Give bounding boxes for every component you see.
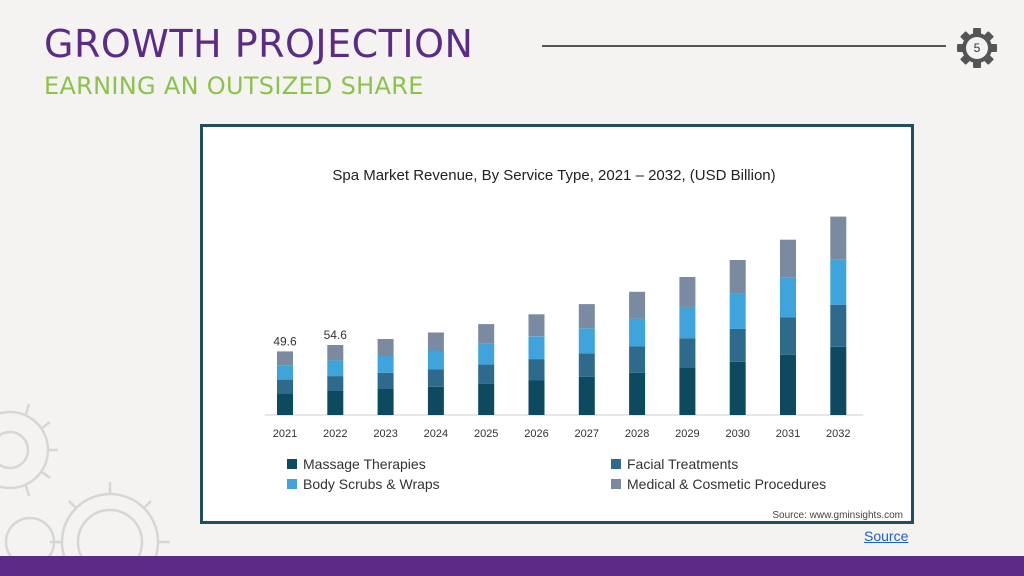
bar-2022-series-0 (327, 391, 344, 415)
bar-2025-series-1 (478, 364, 495, 384)
bar-2025-series-3 (478, 324, 495, 344)
data-label: 49.6 (273, 334, 297, 348)
bar-2026-series-3 (528, 314, 545, 337)
bar-2032-series-1 (830, 304, 847, 347)
decorative-gears-icon (0, 403, 170, 556)
bar-2023-series-2 (377, 355, 394, 373)
bar-2021-series-0 (277, 393, 293, 415)
x-tick-label: 2030 (725, 428, 749, 440)
x-tick-label: 2028 (625, 428, 649, 440)
legend-swatch (611, 459, 621, 469)
legend-label: Facial Treatments (627, 456, 738, 472)
x-tick-label: 2031 (776, 428, 800, 440)
title-divider (542, 45, 946, 47)
page-number: 5 (973, 41, 981, 55)
chart-source-note: Source: www.gminsights.com (772, 510, 903, 521)
x-tick-label: 2029 (675, 428, 699, 440)
data-label: 54.6 (324, 328, 348, 342)
bar-2026-series-2 (528, 336, 545, 360)
legend-label: Massage Therapies (303, 456, 426, 472)
x-tick-label: 2024 (424, 428, 448, 440)
bar-2031-series-2 (780, 277, 796, 318)
bar-2023-series-0 (377, 389, 394, 415)
x-tick-label: 2021 (273, 428, 297, 440)
bar-2029-series-1 (679, 338, 696, 368)
bar-2028-series-3 (629, 291, 646, 319)
bar-2028-series-2 (629, 318, 646, 347)
bar-2021-series-3 (277, 351, 293, 366)
bar-2024-series-1 (427, 369, 444, 387)
bar-2021-series-2 (277, 365, 293, 380)
bar-2031-series-3 (780, 239, 796, 278)
chart-frame: Spa Market Revenue, By Service Type, 202… (200, 124, 914, 524)
page-number-badge: 5 (955, 26, 999, 70)
legend-label: Body Scrubs & Wraps (303, 476, 440, 492)
bar-2021-series-1 (277, 379, 293, 394)
bar-2024-series-2 (427, 350, 444, 370)
bar-2032-series-0 (830, 346, 847, 415)
bar-2026-series-1 (528, 359, 545, 381)
bar-2027-series-2 (578, 328, 595, 354)
bar-2029-series-0 (679, 367, 696, 415)
legend-swatch (287, 479, 297, 489)
x-tick-label: 2027 (575, 428, 599, 440)
bar-2027-series-0 (578, 376, 595, 415)
bar-2023-series-1 (377, 372, 394, 389)
bar-2031-series-1 (780, 317, 796, 355)
bar-2028-series-1 (629, 346, 646, 373)
bar-2026-series-0 (528, 380, 545, 415)
x-tick-label: 2022 (323, 428, 347, 440)
x-tick-label: 2023 (373, 428, 397, 440)
bar-2025-series-2 (478, 343, 495, 365)
x-tick-label: 2025 (474, 428, 498, 440)
bar-2024-series-3 (427, 332, 444, 351)
gear-icon (957, 28, 997, 68)
bar-2024-series-0 (427, 386, 444, 415)
bar-2022-series-3 (327, 345, 344, 361)
bar-2022-series-2 (327, 360, 344, 377)
bar-2025-series-0 (478, 383, 495, 415)
slide-subtitle: EARNING AN OUTSIZED SHARE (44, 72, 424, 100)
bar-2031-series-0 (780, 354, 796, 415)
bar-2030-series-3 (729, 260, 746, 294)
legend-swatch (287, 459, 297, 469)
bar-2027-series-3 (578, 304, 595, 329)
bar-2027-series-1 (578, 353, 595, 377)
legend-swatch (611, 479, 621, 489)
chart-title: Spa Market Revenue, By Service Type, 202… (332, 167, 775, 184)
slide-title: GROWTH PROJECTION (44, 22, 474, 66)
x-tick-label: 2026 (524, 428, 548, 440)
bar-2030-series-2 (729, 293, 746, 329)
bar-2032-series-3 (830, 216, 847, 260)
bar-2030-series-1 (729, 328, 746, 362)
bar-2029-series-3 (679, 277, 696, 307)
bottom-bar (0, 556, 1024, 576)
bar-2032-series-2 (830, 259, 847, 305)
legend-label: Medical & Cosmetic Procedures (627, 476, 826, 492)
bar-2022-series-1 (327, 376, 344, 391)
stacked-bar-chart: Spa Market Revenue, By Service Type, 202… (265, 167, 903, 521)
bar-2028-series-0 (629, 372, 646, 415)
bar-2023-series-3 (377, 339, 394, 356)
bar-2030-series-0 (729, 361, 746, 415)
bar-2029-series-2 (679, 306, 696, 339)
x-tick-label: 2032 (826, 428, 850, 440)
source-link[interactable]: Source (864, 528, 909, 544)
